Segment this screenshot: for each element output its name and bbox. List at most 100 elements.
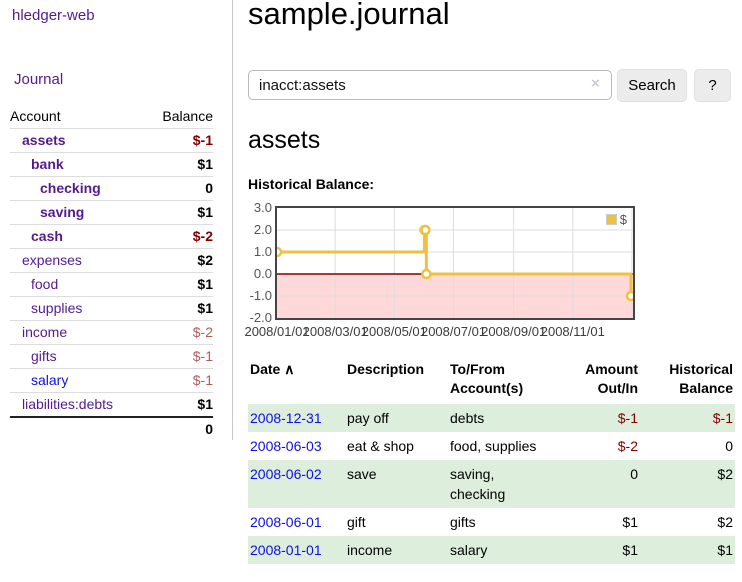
transaction-accounts: salary — [450, 542, 488, 558]
account-row: supplies $1 — [10, 296, 213, 320]
account-row: gifts $-1 — [10, 344, 213, 368]
account-balance: $1 — [197, 276, 213, 292]
account-link[interactable]: income — [22, 324, 68, 340]
account-row: checking 0 — [10, 176, 213, 200]
search-input[interactable] — [248, 70, 612, 100]
transaction-balance: $-1 — [712, 410, 733, 426]
account-link[interactable]: saving — [40, 204, 85, 220]
transaction-row: 2008-06-03 eat & shop food, supplies $-2 0 — [248, 432, 735, 460]
transaction-accounts: gifts — [450, 514, 476, 530]
x-axis-tick-label: 2008/07/01 — [420, 324, 487, 339]
transaction-date-link[interactable]: 2008-06-03 — [250, 438, 322, 454]
transaction-date-link[interactable]: 2008-01-01 — [250, 542, 322, 558]
transaction-description: pay off — [347, 410, 389, 426]
transaction-date-link[interactable]: 2008-06-01 — [250, 514, 322, 530]
x-axis-tick-label: 2008/09/01 — [481, 324, 547, 339]
help-button[interactable]: ? — [694, 69, 731, 102]
transaction-amount: $1 — [622, 514, 638, 530]
account-link[interactable]: cash — [31, 228, 63, 244]
transaction-row: 2008-12-31 pay off debts $-1 $-1 — [248, 404, 735, 432]
accounts-table-header: Account Balance — [10, 104, 213, 128]
account-balance: $1 — [197, 156, 213, 172]
chart-plot-svg — [277, 208, 633, 318]
account-link[interactable]: salary — [31, 372, 69, 388]
column-header-description: Description — [347, 361, 425, 377]
y-axis-tick-label: 1.0 — [253, 244, 272, 259]
account-balance: $1 — [197, 300, 213, 316]
transaction-row: 2008-06-01 gift gifts $1 $2 — [248, 508, 735, 536]
transaction-accounts: food, supplies — [450, 438, 537, 454]
transaction-date-link[interactable]: 2008-06-02 — [250, 466, 322, 482]
account-balance: $-2 — [192, 228, 213, 244]
account-row: liabilities:debts $1 — [10, 392, 213, 416]
x-axis-tick-label: 2008/03/01 — [302, 324, 368, 339]
y-axis-tick-label: -1.0 — [249, 288, 272, 303]
transaction-balance: $1 — [717, 542, 733, 558]
search-bar: × Search ? — [248, 69, 742, 103]
account-row: income $-2 — [10, 320, 213, 344]
balance-column-header: Balance — [162, 108, 213, 124]
transaction-amount: $1 — [622, 542, 638, 558]
account-column-header: Account — [10, 108, 61, 124]
legend-label: $ — [619, 212, 627, 227]
x-axis-tick-label: 2008/05/01 — [361, 324, 427, 339]
x-axis-tick-label: 2008/11/01 — [540, 324, 605, 339]
account-row: assets $-1 — [10, 128, 213, 152]
transaction-row: 2008-01-01 income salary $1 $1 — [248, 536, 735, 564]
page-title: sample.journal — [248, 0, 450, 31]
account-link[interactable]: checking — [40, 180, 101, 196]
y-axis-tick-label: -2.0 — [249, 310, 272, 325]
transaction-amount: $-2 — [617, 438, 638, 454]
register-table: Date ∧ Description To/From Account(s) Am… — [248, 356, 735, 564]
transaction-accounts: debts — [450, 410, 485, 426]
transaction-description: save — [347, 466, 377, 482]
account-row: saving $1 — [10, 200, 213, 224]
column-header-balance: Historical Balance — [669, 361, 733, 396]
brand-link[interactable]: hledger-web — [12, 7, 95, 24]
transaction-description: gift — [347, 514, 366, 530]
account-link[interactable]: supplies — [31, 300, 83, 316]
transaction-date-link[interactable]: 2008-12-31 — [250, 410, 322, 426]
account-balance: $-1 — [192, 372, 213, 388]
x-axis-tick-label: 2008/01/01 — [244, 324, 310, 339]
accounts-table: Account Balance assets $-1 bank $1 checking 0… — [10, 104, 213, 440]
column-header-amount: Amount Out/In — [585, 361, 638, 396]
account-rows: assets $-1 bank $1 checking 0 saving $1 cash $-2 e… — [10, 128, 213, 416]
chart-plot-area: $ — [275, 206, 635, 320]
account-balance: $-1 — [192, 348, 213, 364]
account-link[interactable]: expenses — [22, 252, 82, 268]
account-link[interactable]: gifts — [31, 348, 57, 364]
account-row: bank $1 — [10, 152, 213, 176]
account-row: food $1 — [10, 272, 213, 296]
account-link[interactable]: food — [31, 276, 59, 292]
account-link[interactable]: assets — [22, 132, 66, 148]
account-balance: $-1 — [192, 132, 213, 148]
account-row: cash $-2 — [10, 224, 213, 248]
y-axis-tick-label: 3.0 — [253, 200, 272, 215]
y-axis-tick-label: 0.0 — [253, 266, 272, 281]
transaction-balance: $2 — [717, 466, 733, 482]
sidebar: hledger-web Journal Account Balance asse… — [0, 0, 233, 440]
column-header-accounts: To/From Account(s) — [450, 361, 524, 396]
account-row: expenses $2 — [10, 248, 213, 272]
account-balance: 0 — [205, 180, 213, 196]
transaction-amount: $-1 — [617, 410, 638, 426]
account-link[interactable]: liabilities:debts — [22, 396, 114, 412]
clear-search-icon[interactable]: × — [591, 75, 600, 92]
transaction-accounts: saving, checking — [450, 466, 506, 502]
transaction-description: eat & shop — [347, 438, 414, 454]
account-link[interactable]: bank — [31, 156, 64, 172]
sidebar-item-journal[interactable]: Journal — [14, 71, 64, 88]
transaction-balance: 0 — [725, 438, 733, 454]
accounts-total: 0 — [10, 416, 213, 440]
chart-legend: $ — [603, 211, 629, 228]
search-button[interactable]: Search — [617, 69, 687, 102]
y-axis-tick-label: 2.0 — [253, 222, 272, 237]
account-heading: assets — [248, 126, 321, 154]
transaction-row: 2008-06-02 save saving, checking 0 $2 — [248, 460, 735, 508]
account-row: salary $-1 — [10, 368, 213, 392]
account-balance: $2 — [197, 252, 213, 268]
column-header-date[interactable]: Date ∧ — [250, 361, 295, 377]
historical-balance-chart: $ 3.0 2.0 1.0 0.0 -1.0 -2.0 2008/01/01 2008/03/… — [244, 200, 742, 350]
